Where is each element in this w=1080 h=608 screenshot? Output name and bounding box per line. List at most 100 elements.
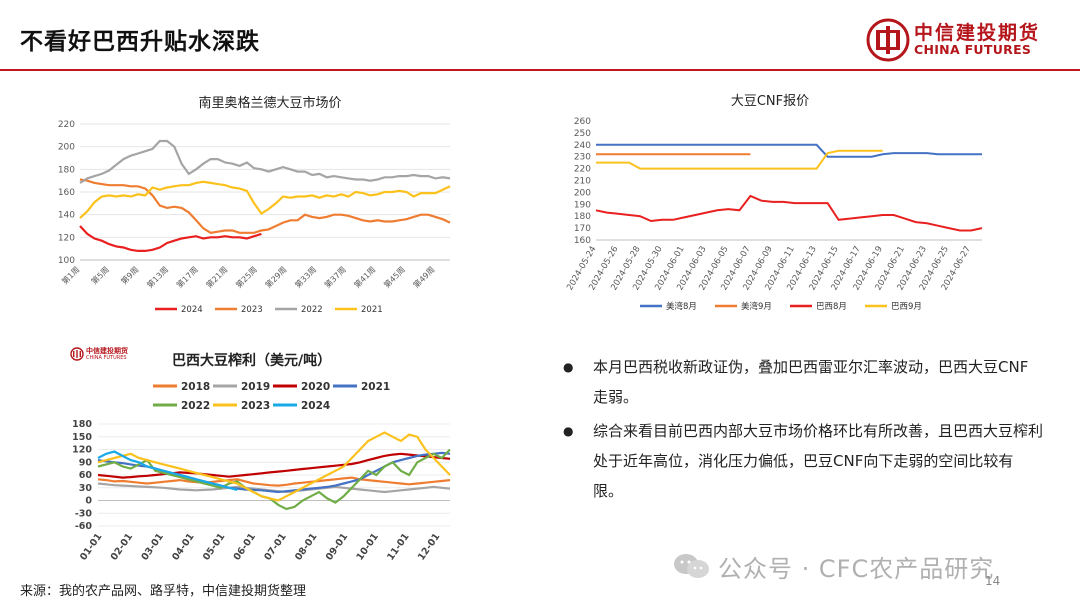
page-title: 不看好巴西升贴水深跌: [20, 29, 260, 55]
x-tick-label: 10-01: [354, 531, 380, 562]
series-line-2024: [79, 225, 262, 252]
x-tick-label: 第45周: [381, 264, 407, 290]
y-tick-label: 220: [574, 165, 591, 175]
y-tick-label: -30: [75, 508, 93, 519]
source-note: 来源：我的农产品网、路孚特，中信建投期货整理: [20, 584, 307, 599]
x-tick-label: 04-01: [170, 531, 196, 562]
series-line-2018: [97, 476, 451, 487]
legend-label: 巴西8月: [816, 302, 847, 312]
y-tick-label: 220: [58, 120, 75, 130]
y-tick-label: 60: [79, 470, 93, 481]
y-tick-label: 200: [574, 188, 591, 198]
x-tick-label: 03-01: [139, 531, 165, 562]
x-tick-label: 第49周: [411, 264, 437, 290]
legend-label: 2023: [241, 400, 270, 412]
bullet-dot-icon: ●: [563, 424, 574, 438]
wechat-icon: [674, 554, 709, 578]
series-line-2022: [97, 448, 451, 511]
legend-label: 2018: [181, 381, 210, 393]
y-tick-label: 260: [574, 117, 591, 127]
legend-label: 2022: [301, 305, 323, 315]
legend-label: 2020: [301, 381, 330, 393]
series-line-2023: [79, 178, 451, 234]
bullet-text: 综合来看目前巴西内部大豆市场价格环比有所改善，且巴西大豆榨利处于近年高位，消化压…: [593, 422, 1044, 500]
x-tick-label: 02-01: [109, 531, 135, 562]
legend-label: 美湾8月: [666, 301, 697, 312]
x-tick-label: 第29周: [263, 264, 289, 290]
legend-label: 2021: [361, 305, 383, 315]
y-tick-label: 150: [72, 432, 92, 443]
x-tick-label: 第25周: [233, 264, 259, 290]
legend-label: 2024: [181, 305, 203, 315]
citic-small-logo-icon: [70, 347, 84, 361]
y-tick-label: 190: [574, 200, 591, 210]
bullet-dot-icon: ●: [563, 360, 574, 374]
x-tick-label: 07-01: [262, 531, 288, 562]
x-tick-label: 01-01: [78, 531, 104, 562]
series-line-2020: [97, 452, 451, 479]
small-brand-cn: 中信建投期货: [86, 347, 128, 355]
legend-label: 2023: [241, 305, 263, 315]
y-tick-label: 90: [79, 457, 93, 468]
y-tick-label: 180: [72, 419, 92, 430]
x-tick-label: 06-01: [232, 531, 258, 562]
bullet-text: 本月巴西税收新政证伪，叠加巴西雷亚尔汇率波动，巴西大豆CNF走弱。: [593, 358, 1029, 406]
x-tick-label: 第33周: [293, 264, 319, 290]
chart-cnf-quote: 1601701801902002102202302402502602024-05…: [565, 117, 1000, 312]
y-tick-label: 180: [574, 212, 591, 222]
y-tick-label: 160: [58, 188, 75, 198]
watermark: 公众号 · CFC农产品研究: [718, 555, 995, 583]
citic-logo-icon: [866, 18, 910, 62]
y-tick-label: 120: [58, 233, 75, 243]
legend-label: 2019: [241, 381, 270, 393]
x-tick-label: 05-01: [201, 531, 227, 562]
legend-label: 美湾9月: [741, 301, 772, 312]
legend-label: 2022: [181, 400, 210, 412]
series-line-巴西8月: [595, 194, 983, 232]
brand-logo: 中信建投期货 CHINA FUTURES: [866, 16, 1066, 62]
x-tick-label: 08-01: [293, 531, 319, 562]
series-line-2023: [97, 431, 451, 502]
bullet-item: ● 综合来看目前巴西内部大豆市场价格环比有所改善，且巴西大豆榨利处于近年高位，消…: [563, 416, 1043, 506]
series-line-2021: [79, 180, 451, 219]
y-tick-label: 210: [574, 177, 591, 187]
bullet-item: ● 本月巴西税收新政证伪，叠加巴西雷亚尔汇率波动，巴西大豆CNF走弱。: [563, 352, 1043, 412]
y-tick-label: -60: [75, 521, 93, 532]
x-tick-label: 第37周: [322, 264, 348, 290]
y-tick-label: 120: [72, 445, 92, 456]
header-divider: [0, 69, 1080, 71]
x-tick-label: 第9周: [119, 264, 141, 286]
small-brand-logo: 中信建投期货 CHINA FUTURES: [70, 346, 150, 364]
y-tick-label: 180: [58, 165, 75, 175]
series-line-巴西9月: [596, 149, 883, 170]
y-tick-label: 250: [574, 129, 591, 139]
y-tick-label: 140: [58, 211, 75, 221]
chart1-title: 南里奥格兰德大豆市场价: [198, 96, 342, 111]
x-tick-label: 第5周: [89, 264, 111, 286]
x-tick-label: 第41周: [352, 264, 378, 290]
chart3-title: 巴西大豆榨利（美元/吨）: [172, 353, 332, 369]
y-tick-label: 170: [574, 224, 591, 234]
brand-name-cn: 中信建投期货: [914, 22, 1041, 44]
y-tick-label: 100: [58, 256, 75, 266]
legend-label: 2021: [361, 381, 390, 393]
legend-label: 巴西9月: [891, 302, 922, 312]
x-tick-label: 第21周: [204, 264, 230, 290]
y-tick-label: 200: [58, 143, 75, 153]
x-tick-label: 09-01: [324, 531, 350, 562]
commentary: ● 本月巴西税收新政证伪，叠加巴西雷亚尔汇率波动，巴西大豆CNF走弱。 ● 综合…: [563, 352, 1043, 510]
chart2-title: 大豆CNF报价: [730, 94, 810, 109]
x-tick-label: 第17周: [174, 264, 200, 290]
y-tick-label: 230: [574, 153, 591, 163]
small-brand-en: CHINA FUTURES: [86, 355, 127, 361]
x-tick-label: 12-01: [416, 531, 442, 562]
brand-name-en: CHINA FUTURES: [914, 42, 1032, 57]
y-tick-label: 0: [85, 496, 92, 507]
x-tick-label: 11-01: [385, 531, 411, 562]
series-line-美湾8月: [596, 143, 982, 158]
y-tick-label: 240: [574, 141, 591, 151]
series-line-2024: [97, 450, 238, 491]
x-tick-label: 第13周: [145, 264, 171, 290]
